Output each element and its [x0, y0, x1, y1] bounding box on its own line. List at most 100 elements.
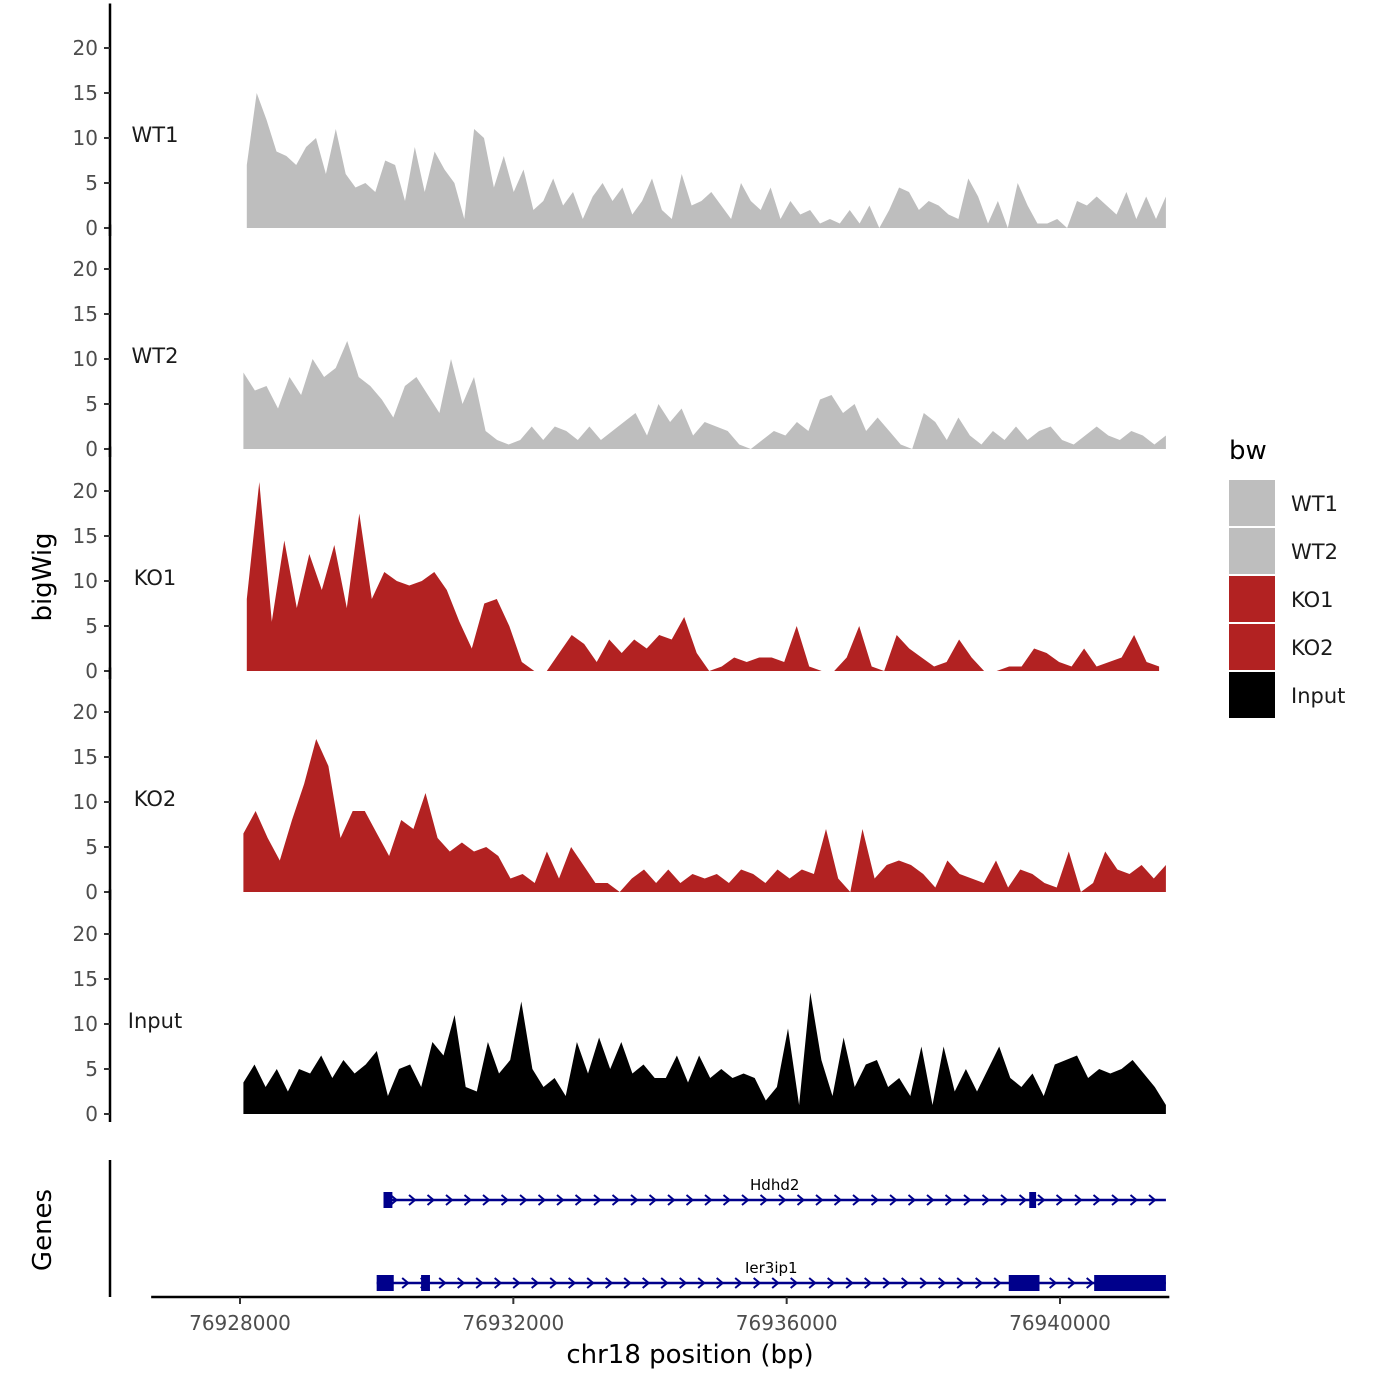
legend-swatch	[1229, 624, 1275, 670]
y-tick-label: 10	[73, 790, 98, 814]
strand-arrow	[648, 1194, 658, 1206]
exon	[421, 1275, 430, 1291]
strand-arrow	[963, 1194, 972, 1206]
y-tick-label: 20	[73, 700, 98, 724]
strand-arrow	[568, 1277, 577, 1289]
strand-arrow	[574, 1194, 584, 1206]
strand-arrow	[907, 1194, 917, 1206]
track-wt2: 0 5 10 15 20 WT2	[73, 224, 1166, 461]
y-tick-label: 15	[73, 302, 98, 326]
legend: bw WT1 WT2 KO1 KO2 Input	[1229, 436, 1345, 718]
y-tick-label: 5	[85, 614, 98, 638]
strand-arrow	[852, 1194, 861, 1206]
strand-arrow	[993, 1277, 1002, 1289]
strand-arrow	[623, 1277, 632, 1289]
strand-arrow	[771, 1277, 780, 1289]
legend-item-input: Input	[1229, 672, 1345, 718]
legend-label: WT2	[1291, 540, 1338, 564]
strand-arrow	[901, 1277, 910, 1289]
strand-arrow	[956, 1277, 965, 1289]
legend-item-ko1: KO1	[1229, 576, 1334, 622]
legend-label: WT1	[1291, 492, 1338, 516]
strand-arrow	[679, 1277, 688, 1289]
signal-area-ko1	[246, 482, 1160, 671]
strand-arrow	[1055, 1194, 1065, 1206]
legend-label: KO1	[1291, 588, 1334, 612]
legend-item-wt2: WT2	[1229, 528, 1338, 574]
y-tick-label: 10	[73, 569, 98, 593]
strand-arrow	[475, 1277, 484, 1289]
strand-arrow	[975, 1277, 984, 1289]
strand-arrow	[759, 1194, 769, 1206]
strand-arrow	[401, 1277, 410, 1289]
strand-arrow	[537, 1194, 547, 1206]
y-tick-label: 15	[73, 967, 98, 991]
signal-area-ko2	[243, 739, 1166, 892]
strand-arrow	[864, 1277, 873, 1289]
y-tick-label: 20	[73, 257, 98, 281]
strand-arrow	[642, 1277, 651, 1289]
strand-arrow	[808, 1277, 817, 1289]
y-tick-label: 15	[73, 81, 98, 105]
strand-arrow	[500, 1194, 510, 1206]
strand-arrow	[586, 1277, 595, 1289]
strand-arrow	[697, 1277, 706, 1289]
legend-title: bw	[1229, 436, 1267, 466]
y-tick-label: 5	[85, 835, 98, 859]
track-label: WT1	[132, 123, 179, 147]
strand-arrow	[944, 1194, 954, 1206]
x-axis: 76928000 76932000 76936000 76940000	[151, 1295, 1170, 1335]
y-tick-label: 10	[73, 1012, 98, 1036]
gene-label: Hdhd2	[750, 1176, 799, 1194]
y-tick-label: 15	[73, 745, 98, 769]
track-label: KO1	[134, 566, 177, 590]
track-label: WT2	[132, 344, 179, 368]
y-tick-label: 5	[85, 392, 98, 416]
legend-label: Input	[1291, 684, 1345, 708]
gene-track: Hdhd2 Ier3ip1	[108, 1160, 1166, 1297]
strand-arrow	[611, 1194, 621, 1206]
strand-arrow	[882, 1277, 891, 1289]
y-tick-label: 5	[85, 171, 98, 195]
x-axis-title: chr18 position (bp)	[566, 1340, 813, 1370]
strand-arrow	[445, 1194, 454, 1206]
strand-arrow	[463, 1194, 473, 1206]
strand-arrow	[1074, 1194, 1083, 1206]
x-tick-label: 76940000	[1009, 1311, 1111, 1335]
strand-arrow	[482, 1194, 491, 1206]
y-tick-label: 10	[73, 347, 98, 371]
strand-arrow	[389, 1194, 399, 1206]
strand-arrow	[1067, 1277, 1076, 1289]
strand-arrow	[716, 1277, 725, 1289]
strand-arrow	[833, 1194, 843, 1206]
gene-label: Ier3ip1	[745, 1259, 798, 1277]
exon	[383, 1192, 393, 1208]
strand-arrow	[919, 1277, 928, 1289]
strand-arrow	[549, 1277, 558, 1289]
strand-arrow	[827, 1277, 836, 1289]
legend-label: KO2	[1291, 636, 1334, 660]
strand-arrow	[1148, 1194, 1157, 1206]
x-tick-label: 76932000	[462, 1311, 564, 1335]
y-tick-label: 0	[85, 659, 98, 683]
y-tick-label: 20	[73, 479, 98, 503]
exon	[1029, 1192, 1037, 1208]
track-input: 0 5 10 15 20 Input	[73, 889, 1166, 1126]
track-label: Input	[128, 1009, 182, 1033]
strand-arrow	[1000, 1194, 1009, 1206]
track-ko1: 0 5 10 15 20 KO1	[73, 446, 1160, 683]
strand-arrow	[660, 1277, 669, 1289]
y-tick-label: 0	[85, 437, 98, 461]
y-axis-title: bigWig	[28, 532, 58, 621]
strand-arrow	[741, 1194, 750, 1206]
strand-arrow	[1086, 1277, 1095, 1289]
legend-swatch	[1229, 672, 1275, 718]
x-tick-label: 76928000	[189, 1311, 291, 1335]
strand-arrow	[796, 1194, 806, 1206]
genes-axis-title: Genes	[28, 1189, 58, 1271]
y-tick-label: 0	[85, 1102, 98, 1126]
legend-swatch	[1229, 480, 1275, 526]
gene-ier3ip1: Ier3ip1	[376, 1259, 1166, 1291]
legend-swatch	[1229, 576, 1275, 622]
x-tick-label: 76936000	[736, 1311, 838, 1335]
